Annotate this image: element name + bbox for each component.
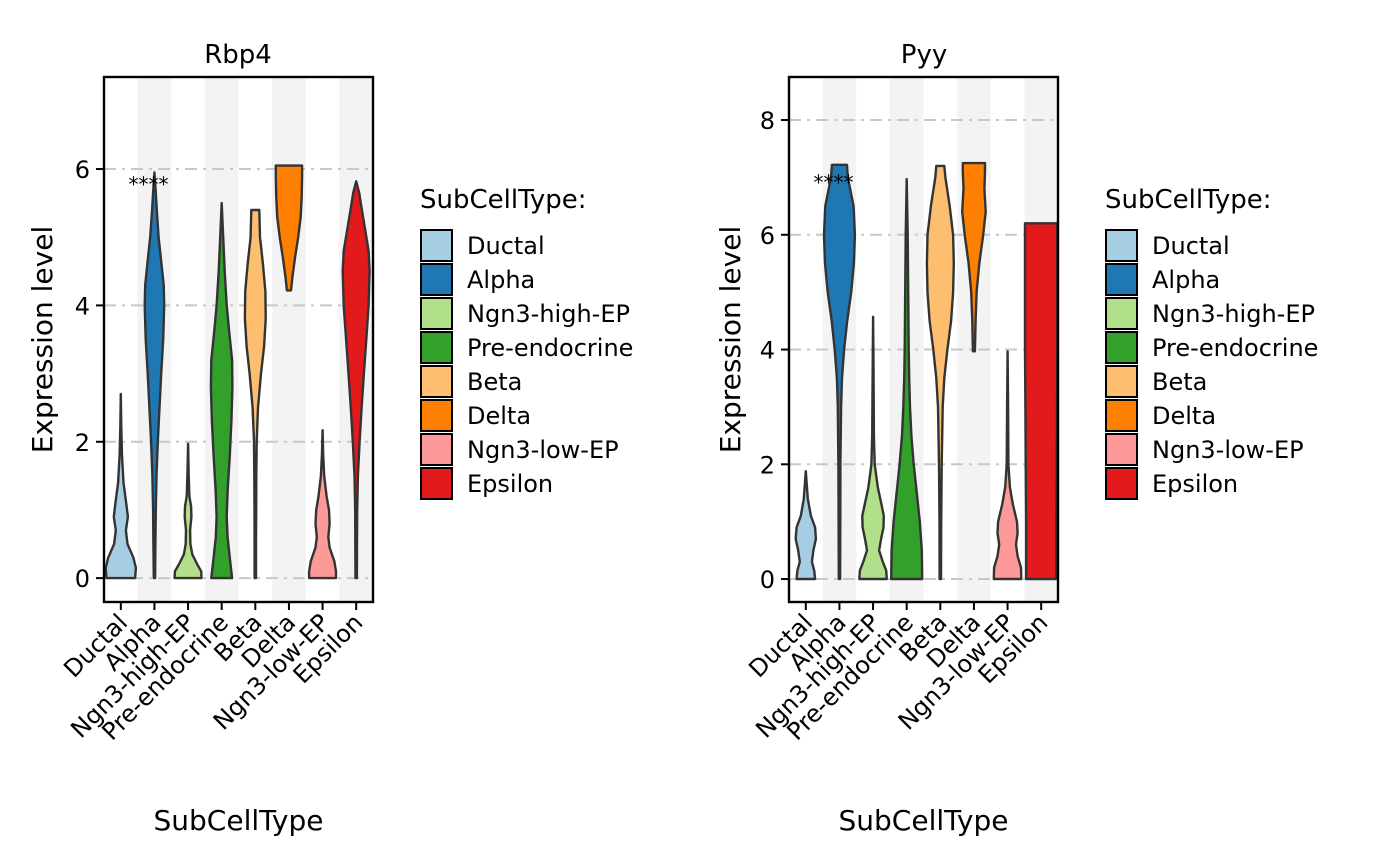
- violin-delta: [961, 161, 987, 353]
- significance-label: ****: [128, 172, 168, 196]
- violin-epsilon: [341, 180, 371, 580]
- violin-pre-endocrine: [890, 177, 924, 581]
- legend-title: SubCellType:: [420, 185, 587, 215]
- violin-pre-endocrine: [209, 201, 234, 580]
- violin-beta: [243, 208, 267, 580]
- legend-swatch: [420, 467, 453, 500]
- violin-ngn3-low-ep: [307, 429, 338, 580]
- legend-swatch: [420, 433, 453, 466]
- legend: SubCellType: Ductal Alpha Ngn3-high-EP Pre-e…: [420, 185, 633, 500]
- legend-label: Ngn3-high-EP: [467, 300, 630, 328]
- violin-ductal: [104, 392, 138, 580]
- legend-label: Beta: [467, 368, 522, 396]
- violin-ductal: [794, 470, 818, 581]
- y-axis-title: Expression level: [714, 226, 747, 453]
- panel-border: [102, 75, 375, 604]
- legend-swatch: [1105, 399, 1138, 432]
- legend: SubCellType: Ductal Alpha Ngn3-high-EP Pre-e…: [1105, 185, 1318, 500]
- legend-label: Pre-endocrine: [467, 334, 633, 362]
- panel-rbp4: 0 2 4 6 Ductal Alpha Ngn3-high-EP Pre-endocrine…: [26, 40, 633, 837]
- panel-pyy: 0 2 4 6 8 Ductal Alpha Ngn3-high-EP Pre-endocrin…: [714, 40, 1318, 837]
- legend-swatch: [420, 229, 453, 262]
- legend-label: Ngn3-high-EP: [1152, 300, 1315, 328]
- chart-title: Rbp4: [204, 40, 272, 70]
- violin-alpha: [143, 171, 166, 580]
- violin-ngn3-low-ep: [992, 350, 1023, 581]
- legend-swatch: [420, 399, 453, 432]
- y-tick-label: 4: [760, 337, 775, 365]
- legend-label: Alpha: [1152, 266, 1220, 294]
- violin-ngn3-high-ep: [173, 442, 203, 580]
- legend-label: Alpha: [467, 266, 535, 294]
- legend-label: Pre-endocrine: [1152, 334, 1318, 362]
- legend-label: Delta: [1152, 402, 1216, 430]
- y-tick-label: 4: [75, 292, 90, 320]
- legend-swatch: [1105, 229, 1138, 262]
- y-tick-label: 2: [760, 451, 775, 479]
- legend-swatch: [420, 331, 453, 364]
- legend-swatch: [420, 365, 453, 398]
- legend-label: Ngn3-low-EP: [467, 436, 619, 464]
- legend-label: Ngn3-low-EP: [1152, 436, 1304, 464]
- legend-swatch: [1105, 297, 1138, 330]
- legend-swatch: [1105, 433, 1138, 466]
- legend-label: Epsilon: [1152, 470, 1238, 498]
- y-tick-label: 0: [75, 565, 90, 593]
- panel-border: [787, 75, 1060, 604]
- y-tick-label: 6: [760, 222, 775, 250]
- legend-label: Ductal: [1152, 232, 1230, 260]
- legend-swatch: [420, 263, 453, 296]
- legend-swatch: [1105, 263, 1138, 296]
- legend-title: SubCellType:: [1105, 185, 1272, 215]
- violin-epsilon: [1023, 222, 1059, 581]
- chart-title: Pyy: [901, 40, 947, 70]
- significance-label: ****: [813, 170, 853, 194]
- legend-label: Delta: [467, 402, 531, 430]
- violin-beta: [925, 164, 955, 581]
- legend-swatch: [1105, 467, 1138, 500]
- x-axis-title: SubCellType: [839, 804, 1009, 837]
- y-tick-label: 2: [75, 429, 90, 457]
- violin-ngn3-high-ep: [858, 315, 888, 581]
- y-tick-label: 0: [760, 566, 775, 594]
- y-tick-label: 8: [760, 107, 775, 135]
- legend-swatch: [1105, 331, 1138, 364]
- legend-label: Beta: [1152, 368, 1207, 396]
- violin-delta: [274, 164, 304, 292]
- background-band: [272, 77, 306, 602]
- legend-label: Epsilon: [467, 470, 553, 498]
- y-axis-title: Expression level: [26, 226, 59, 453]
- violin-alpha: [822, 163, 857, 581]
- legend-swatch: [420, 297, 453, 330]
- x-axis-title: SubCellType: [154, 804, 324, 837]
- legend-label: Ductal: [467, 232, 545, 260]
- y-tick-label: 6: [75, 156, 90, 184]
- legend-swatch: [1105, 365, 1138, 398]
